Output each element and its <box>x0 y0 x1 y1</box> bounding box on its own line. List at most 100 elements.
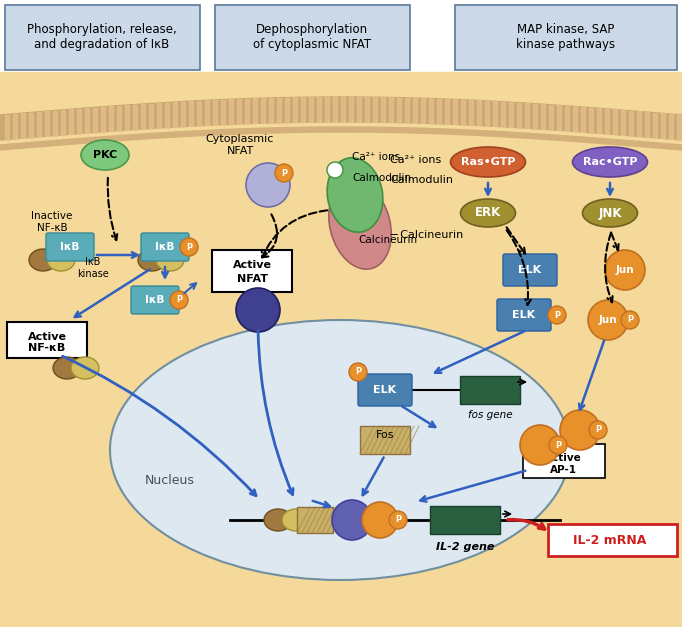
Bar <box>293 97 297 122</box>
Bar <box>365 97 369 122</box>
Circle shape <box>246 163 290 207</box>
Bar <box>173 102 177 127</box>
Bar <box>397 98 401 123</box>
Ellipse shape <box>329 181 391 269</box>
Bar <box>605 108 609 134</box>
Bar <box>437 98 441 124</box>
Bar <box>133 105 137 130</box>
Bar <box>349 97 353 122</box>
Bar <box>453 99 457 124</box>
Circle shape <box>520 425 560 465</box>
Text: Jun: Jun <box>616 265 634 275</box>
Ellipse shape <box>71 357 99 379</box>
FancyBboxPatch shape <box>46 233 94 261</box>
Bar <box>445 99 449 124</box>
Circle shape <box>170 291 188 309</box>
Bar <box>205 100 209 125</box>
Text: Ras•GTP: Ras•GTP <box>461 157 515 167</box>
FancyBboxPatch shape <box>548 524 677 556</box>
Ellipse shape <box>572 147 647 177</box>
Bar <box>309 97 313 122</box>
Bar <box>21 113 25 139</box>
Text: P: P <box>176 295 182 305</box>
Bar <box>629 110 633 135</box>
Ellipse shape <box>451 147 526 177</box>
Ellipse shape <box>156 249 184 271</box>
Bar <box>245 98 249 124</box>
Text: P: P <box>186 243 192 251</box>
Bar <box>669 114 673 139</box>
Text: Nucleus: Nucleus <box>145 473 195 487</box>
Bar <box>661 113 665 139</box>
Text: IκB
kinase: IκB kinase <box>77 257 109 279</box>
Bar <box>541 104 545 129</box>
Text: PKC: PKC <box>93 150 117 160</box>
Bar <box>141 104 145 129</box>
Bar <box>261 98 265 124</box>
Bar <box>37 112 41 137</box>
Text: ELK: ELK <box>518 265 542 275</box>
Bar <box>85 108 89 133</box>
Ellipse shape <box>282 509 310 531</box>
FancyBboxPatch shape <box>141 233 189 261</box>
Bar <box>645 112 649 137</box>
Bar <box>357 97 361 122</box>
Text: IκB: IκB <box>155 242 175 252</box>
Bar <box>573 107 577 131</box>
Circle shape <box>332 500 372 540</box>
Text: Fos: Fos <box>376 430 394 440</box>
Circle shape <box>275 164 293 182</box>
Text: ELK: ELK <box>374 385 396 395</box>
Bar <box>221 100 225 125</box>
Bar <box>157 103 161 128</box>
FancyBboxPatch shape <box>360 426 410 454</box>
Bar <box>533 103 537 129</box>
Text: Rac•GTP: Rac•GTP <box>582 157 637 167</box>
Bar <box>565 106 569 131</box>
Text: AP-1: AP-1 <box>550 465 576 475</box>
Bar <box>373 97 377 122</box>
Ellipse shape <box>327 158 383 232</box>
Bar <box>109 107 113 131</box>
Text: JNK: JNK <box>598 206 622 219</box>
Bar <box>413 98 417 123</box>
FancyBboxPatch shape <box>297 507 333 533</box>
Bar <box>197 101 201 126</box>
Text: P: P <box>355 367 361 376</box>
Circle shape <box>362 502 398 538</box>
Text: Calmodulin: Calmodulin <box>352 173 411 183</box>
Text: fos gene: fos gene <box>468 410 512 420</box>
Ellipse shape <box>110 320 570 580</box>
Bar <box>493 101 497 126</box>
Text: Phosphorylation, release,
and degradation of IκB: Phosphorylation, release, and degradatio… <box>27 23 177 51</box>
Bar <box>253 98 257 124</box>
Bar <box>29 113 33 137</box>
FancyBboxPatch shape <box>497 299 551 331</box>
Bar <box>125 105 129 130</box>
Bar <box>653 113 657 137</box>
Bar <box>469 100 473 125</box>
Bar <box>677 115 681 140</box>
Ellipse shape <box>264 509 292 531</box>
Ellipse shape <box>138 249 166 271</box>
Bar <box>389 97 393 122</box>
Circle shape <box>549 436 567 454</box>
Circle shape <box>349 363 367 381</box>
Circle shape <box>621 311 639 329</box>
Text: P: P <box>595 426 601 435</box>
Text: Active: Active <box>27 332 67 342</box>
Bar <box>301 97 305 122</box>
Bar <box>269 98 273 123</box>
Ellipse shape <box>47 249 75 271</box>
Bar <box>69 109 73 134</box>
Text: Calmodulin: Calmodulin <box>390 175 453 185</box>
Text: MAP kinase, SAP
kinase pathways: MAP kinase, SAP kinase pathways <box>516 23 616 51</box>
FancyBboxPatch shape <box>7 322 87 358</box>
Bar <box>0 72 682 627</box>
FancyBboxPatch shape <box>523 444 605 478</box>
FancyBboxPatch shape <box>131 286 179 314</box>
Bar <box>229 99 233 124</box>
FancyBboxPatch shape <box>503 254 557 286</box>
Text: Active: Active <box>233 260 271 270</box>
Bar <box>589 107 593 132</box>
